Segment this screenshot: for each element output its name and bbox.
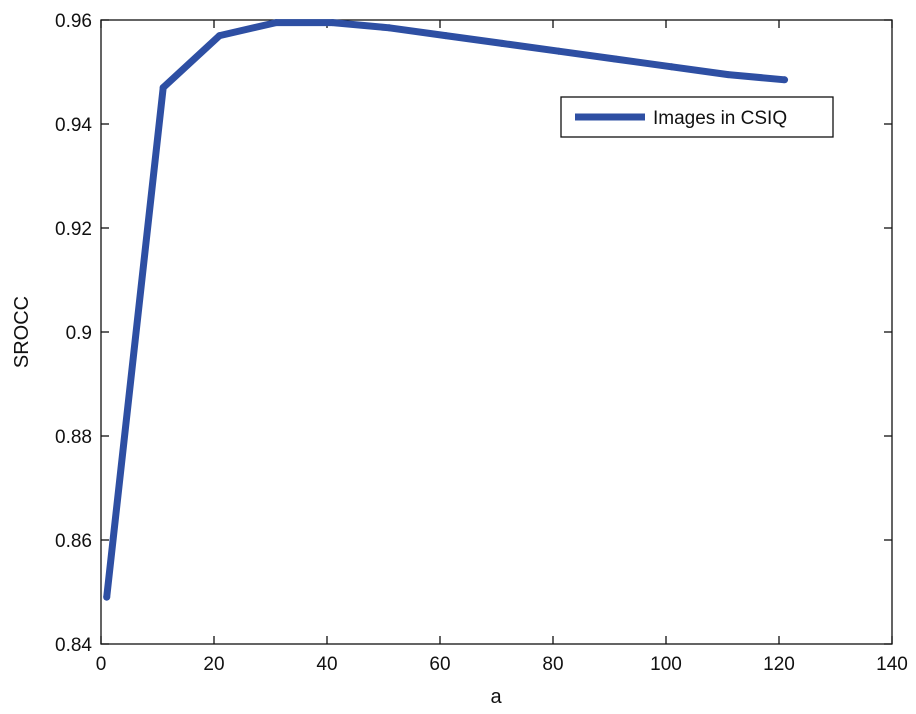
x-tick-label: 140: [876, 654, 908, 675]
data-point: [498, 39, 506, 47]
x-tick-label: 80: [542, 654, 563, 675]
y-axis-label: SROCC: [11, 296, 33, 368]
x-tick-label: 40: [316, 654, 337, 675]
y-tick-label: 0.92: [55, 219, 92, 240]
x-tick-label: 20: [203, 654, 224, 675]
data-point: [272, 19, 280, 27]
data-point: [442, 32, 450, 40]
data-point: [329, 19, 337, 27]
data-point: [103, 593, 111, 601]
y-tick-label: 0.88: [55, 427, 92, 448]
y-tick-label: 0.96: [55, 11, 92, 32]
data-point: [216, 32, 224, 40]
x-tick-label: 0: [96, 654, 107, 675]
legend-label: Images in CSIQ: [653, 108, 787, 129]
y-tick-label: 0.94: [55, 115, 92, 136]
x-tick-label: 100: [650, 654, 682, 675]
x-tick-label: 120: [763, 654, 795, 675]
y-tick-label: 0.86: [55, 531, 92, 552]
y-tick-label: 0.84: [55, 635, 92, 656]
data-point: [668, 63, 676, 71]
axis-ticks: 0 20 40 60 80 100 120 140 0.84 0.86 0.88 0.9 0.92 0.9…: [55, 11, 908, 675]
x-tick-label: 60: [429, 654, 450, 675]
series-layer: [103, 19, 789, 601]
data-point: [555, 47, 563, 55]
data-point: [781, 76, 789, 84]
data-point: [611, 55, 619, 63]
x-axis-label: a: [490, 686, 502, 708]
y-tick-label: 0.9: [66, 323, 92, 344]
data-point: [159, 84, 167, 92]
legend: Images in CSIQ: [560, 96, 834, 138]
data-point: [724, 71, 732, 79]
data-point: [385, 24, 393, 32]
